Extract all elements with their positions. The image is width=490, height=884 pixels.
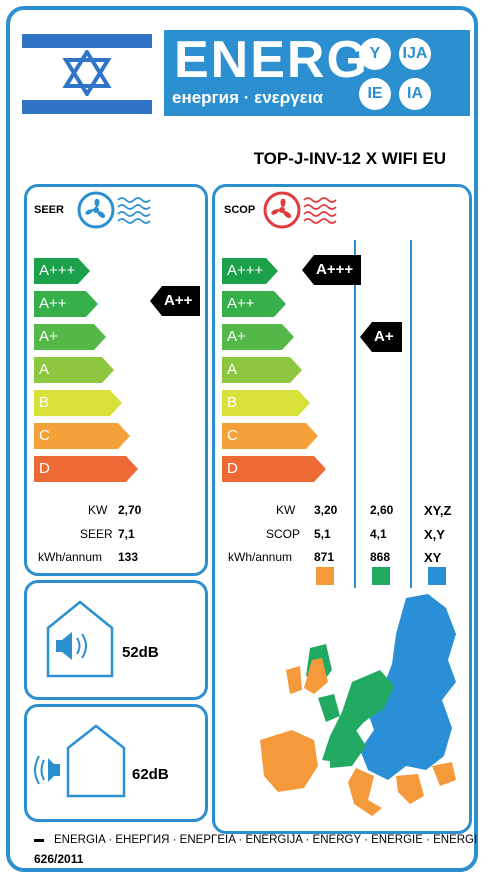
seer-class-arrow: B [34,390,122,416]
star-of-david-icon [62,50,112,96]
scop-class-arrow: D [222,456,326,482]
scop-class-arrow: B [222,390,310,416]
israel-flag [22,30,152,116]
lang-circle-ie: IE [359,78,391,110]
scop-c2-kwh: 868 [370,550,391,564]
seer-value-kwh: 133 [118,550,139,564]
energy-banner: ENERG енергия · ενεργεια Y IJA IE IA [164,30,470,116]
zone-square-average [372,567,390,585]
scop-class-arrow: A+++ [222,258,278,284]
zone-square-colder [428,567,446,585]
scop-c1-scop: 5,1 [314,527,331,541]
seer-value-seer: 7,1 [118,527,135,541]
scop-c1-kw: 3,20 [314,503,338,517]
energ-title: ENERG [174,31,369,89]
scop-column-divider-1 [354,240,356,588]
seer-label-kwh: kWh/annum [38,550,103,564]
scop-panel [212,184,472,834]
heating-fan-icon [263,191,337,229]
scop-c3-kwh: XY [424,550,442,565]
seer-class-arrow: C [34,423,130,449]
scop-class-arrow: C [222,423,318,449]
lang-circle-y: Y [359,38,391,70]
seer-class-arrow: A+++ [34,258,90,284]
outdoor-speaker-icon [34,724,126,798]
scop-c1-kwh: 871 [314,550,335,564]
scop-rating-marker-average: A+ [360,322,402,352]
scop-c2-kw: 2,60 [370,503,394,517]
seer-class-label: B [34,390,110,416]
europe-climate-map [260,594,456,816]
scop-title: SCOP [224,204,256,216]
scop-label-scop: SCOP [266,527,301,541]
seer-panel [24,184,208,576]
energ-subtitle: енергия · ενεργεια [172,88,323,107]
scop-class-label: A+ [222,324,282,350]
scop-class-label: B [222,390,298,416]
scop-column-divider-2 [410,240,412,588]
scop-c3-kw: XY,Z [424,503,452,518]
seer-class-label: C [34,423,118,449]
regulation-number: 626/2011 [34,852,84,866]
scop-c3-scop: X,Y [424,527,445,542]
seer-class-label: A++ [34,291,86,317]
cooling-fan-icon [77,191,151,229]
scop-rating-marker-warmer: A+++ [302,255,362,285]
scop-label-kwh: kWh/annum [228,550,293,564]
scop-class-arrow: A [222,357,302,383]
footer-dash [34,839,44,842]
footer-energy-words: ENERGIA · ЕНЕРГИЯ · ΕΝΕΡΓΕΙΑ · ENERGIJA … [54,834,478,846]
seer-rating-label: A++ [162,286,201,316]
lang-circle-ia: IA [399,78,431,110]
seer-label-seer: SEER [80,527,113,541]
zone-square-warmer [316,567,334,585]
scop-class-label: D [222,456,314,482]
seer-class-arrow: A+ [34,324,106,350]
scop-class-arrow: A++ [222,291,286,317]
seer-title: SEER [34,204,64,216]
indoor-noise-value: 52dB [122,644,159,661]
lang-circle-ija: IJA [399,38,431,70]
seer-rating-marker: A++ [150,286,201,316]
scop-class-label: C [222,423,306,449]
seer-class-label: A+++ [34,258,78,284]
outdoor-noise-value: 62dB [132,766,169,783]
scop-label-kw: KW [276,503,296,517]
seer-class-arrow: A [34,357,114,383]
indoor-noise-panel [24,580,208,700]
scop-c2-scop: 4,1 [370,527,387,541]
scop-class-arrow: A+ [222,324,294,350]
seer-value-kw: 2,70 [118,503,142,517]
scop-rating-label-warmer: A+++ [314,255,362,285]
seer-label-kw: KW [88,503,108,517]
scop-class-label: A [222,357,290,383]
seer-class-arrow: D [34,456,138,482]
seer-class-label: A+ [34,324,94,350]
scop-rating-label-average: A+ [372,322,402,352]
seer-class-label: A [34,357,102,383]
model-name: TOP-J-INV-12 X WIFI EU [253,149,446,168]
seer-class-arrow: A++ [34,291,98,317]
outdoor-noise-panel [24,704,208,822]
scop-class-label: A++ [222,291,274,317]
scop-class-label: A+++ [222,258,266,284]
seer-class-label: D [34,456,126,482]
label-frame [6,6,478,872]
indoor-speaker-icon [46,600,114,678]
